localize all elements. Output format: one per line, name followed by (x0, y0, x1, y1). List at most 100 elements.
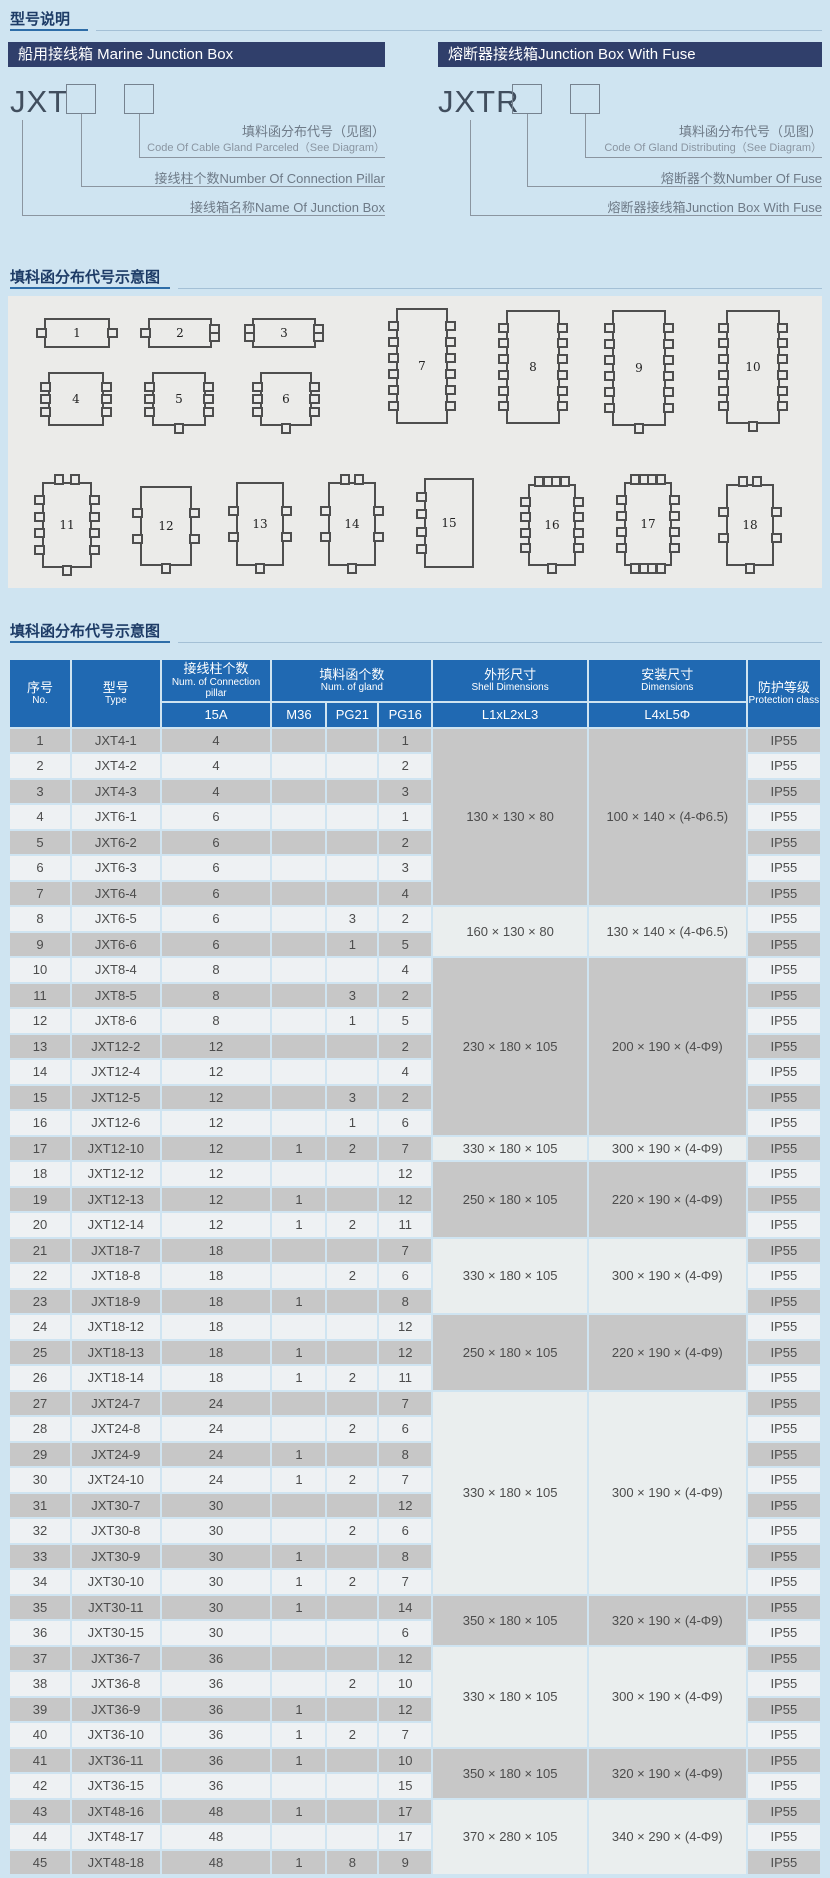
table-row: 34 JXT30-10 30 1 2 7 IP55 (10, 1570, 820, 1594)
cell-15a: 4 (161, 754, 271, 778)
cell-type: JXT18-8 (72, 1264, 160, 1288)
cell-no: 1 (10, 728, 71, 753)
cell-type: JXT18-7 (72, 1238, 160, 1263)
gland-diagram-title: 填科函分布代号示意图 (10, 269, 161, 286)
gland-tab (107, 328, 118, 338)
cell-no: 14 (10, 1060, 71, 1084)
gland-tab (445, 353, 456, 363)
gland-tab (309, 407, 320, 417)
cell-pg21: 3 (327, 1085, 378, 1110)
table-row: 37 JXT36-7 36 12 330 × 180 × 105 300 × 190 × … (10, 1646, 820, 1747)
cell-m36 (272, 958, 326, 982)
cell-pg16: 6 (379, 1417, 432, 1441)
cell-15a: 6 (161, 907, 271, 931)
cell-pg21 (327, 1544, 378, 1569)
cell-protection-class: IP55 (747, 1519, 820, 1543)
header-text: M36 (286, 706, 312, 722)
table-row: 8 JXT6-5 6 3 2 160 × 130 × 80 130 × 140 × (4-Φ… (10, 907, 820, 957)
cell-pg16: 2 (379, 1085, 432, 1110)
cell-protection-class: IP55 (747, 805, 820, 829)
fuse-gland-code-label-cn: 填料函分布代号（见图） (678, 124, 822, 139)
gland-tab (89, 512, 100, 522)
cell-protection-class: IP55 (747, 1136, 820, 1161)
gland-tab (161, 563, 171, 574)
gland-shape-13: 13 (228, 482, 292, 574)
gland-tab (388, 337, 399, 347)
cell-no: 31 (10, 1493, 71, 1518)
cell-no: 2 (10, 754, 71, 778)
gland-tab (498, 386, 509, 396)
code-digit-box (124, 84, 154, 114)
gland-tab (313, 332, 324, 342)
cell-15a: 12 (161, 1187, 271, 1212)
gland-tab (252, 407, 263, 417)
cell-pg21 (327, 1493, 378, 1518)
gland-shape-number: 15 (441, 516, 457, 530)
cell-m36 (272, 881, 326, 906)
table-row: 31 JXT30-7 30 12 IP55 (10, 1493, 820, 1518)
gland-tab (663, 387, 674, 397)
gland-tab (101, 394, 112, 404)
cell-type: JXT12-14 (72, 1213, 160, 1237)
cell-m36 (272, 1060, 326, 1084)
marine-box-code: JXT (10, 84, 69, 119)
cell-pg21 (327, 1595, 378, 1620)
header-text: Type (104, 695, 127, 707)
cell-15a: 24 (161, 1417, 271, 1441)
cell-m36 (272, 1493, 326, 1518)
cell-type: JXT36-10 (72, 1723, 160, 1747)
gland-tab (557, 354, 568, 364)
gland-tab (604, 403, 615, 413)
gland-tab (604, 387, 615, 397)
gland-tab (718, 386, 729, 396)
title-underline-dark (10, 641, 170, 643)
cell-protection-class: IP55 (747, 1774, 820, 1798)
gland-tab (616, 527, 627, 537)
gland-tab (34, 512, 45, 522)
cell-pg21 (327, 1391, 378, 1416)
gland-tab (777, 370, 788, 380)
cell-type: JXT6-2 (72, 830, 160, 855)
cell-no: 3 (10, 779, 71, 804)
cell-shell-dimensions: 160 × 130 × 80 (433, 907, 587, 957)
cell-m36: 1 (272, 1850, 326, 1875)
cell-protection-class: IP55 (747, 1187, 820, 1212)
cell-no: 13 (10, 1034, 71, 1059)
cell-15a: 30 (161, 1595, 271, 1620)
gland-tab (738, 476, 748, 487)
cell-pg21 (327, 1162, 378, 1186)
cell-pg16: 2 (379, 983, 432, 1008)
cell-15a: 48 (161, 1799, 271, 1824)
cell-m36 (272, 1111, 326, 1135)
gland-tab (340, 474, 350, 485)
fuse-box-banner: 熔断器接线箱Junction Box With Fuse (438, 42, 822, 67)
cell-no: 28 (10, 1417, 71, 1441)
gland-tab (669, 527, 680, 537)
cell-m36 (272, 754, 326, 778)
cell-pg16: 6 (379, 1111, 432, 1135)
cell-pg21 (327, 805, 378, 829)
table-row: 17 JXT12-10 12 1 2 7 330 × 180 × 105 300 × 190 … (10, 1136, 820, 1161)
cell-no: 30 (10, 1468, 71, 1492)
table-row: 6 JXT6-3 6 3 IP55 (10, 856, 820, 880)
header-text: 型号 (102, 679, 129, 695)
gland-tab (616, 495, 627, 505)
cell-15a: 18 (161, 1366, 271, 1390)
cell-m36: 1 (272, 1213, 326, 1237)
cell-shell-dimensions: 350 × 180 × 105 (433, 1748, 587, 1798)
cell-pg16: 10 (379, 1672, 432, 1696)
cell-pg16: 1 (379, 728, 432, 753)
cell-pg16: 7 (379, 1238, 432, 1263)
cell-m36 (272, 856, 326, 880)
cell-pg16: 11 (379, 1366, 432, 1390)
cell-pg21: 2 (327, 1264, 378, 1288)
cell-pg16: 12 (379, 1646, 432, 1671)
gland-tab (573, 497, 584, 507)
cell-m36 (272, 907, 326, 931)
fuse-count-label: 熔断器个数Number Of Fuse (660, 171, 822, 186)
gland-tab (777, 401, 788, 411)
gland-shape-number: 7 (418, 359, 426, 373)
cell-pg21: 2 (327, 1136, 378, 1161)
cell-m36: 1 (272, 1697, 326, 1722)
gland-shape-number: 17 (640, 517, 656, 531)
